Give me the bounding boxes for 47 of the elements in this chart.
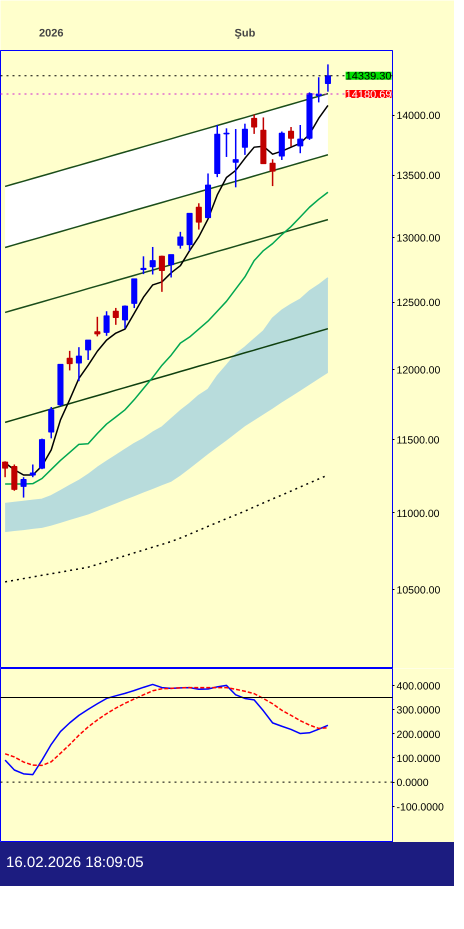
y-tick-label: 13000.00 — [396, 232, 440, 244]
candlestick — [324, 64, 331, 92]
y-tick-label: 13500.00 — [396, 170, 440, 182]
line-series — [4, 218, 329, 314]
y-tick-label: 11000.00 — [396, 508, 440, 520]
y-tick-label: 12000.00 — [396, 364, 440, 376]
candlestick — [20, 476, 27, 498]
candlestick — [112, 307, 119, 326]
y-tick-label: 300.0000 — [396, 704, 440, 717]
candlestick — [48, 406, 54, 440]
y-tick-label: 10500.00 — [396, 584, 440, 597]
candlestick — [251, 114, 258, 135]
candlestick — [66, 350, 73, 372]
candlestick — [158, 254, 165, 293]
candlestick — [150, 246, 156, 276]
candlestick — [140, 256, 146, 275]
y-tick-label: 11500.00 — [396, 434, 440, 447]
candlestick — [196, 202, 202, 230]
candlestick — [297, 124, 304, 154]
candlestick — [2, 460, 8, 478]
y-tick-label: 100.0000 — [396, 752, 440, 765]
line-series — [4, 154, 329, 248]
candlestick — [242, 122, 248, 156]
candlestick — [278, 130, 285, 161]
candlestick — [288, 126, 294, 148]
text: 16.02.2026 18:09:05 — [6, 853, 144, 873]
line-series — [4, 92, 329, 188]
y-tick-label: 12500.00 — [396, 297, 440, 310]
candlestick — [168, 254, 174, 278]
candlestick — [76, 346, 82, 382]
y-tick-label: 0.0000 — [396, 777, 429, 790]
x-tick-label: Şub — [234, 28, 256, 40]
y-tick-label: 200.0000 — [396, 728, 440, 741]
y-tick-label: -100.0000 — [396, 801, 444, 814]
x-tick-label: 2026 — [38, 28, 64, 40]
candlestick — [223, 128, 230, 158]
candlestick — [11, 464, 18, 492]
candlestick — [85, 339, 92, 361]
y-tick-label: 400.0000 — [396, 680, 440, 692]
candlestick — [177, 231, 184, 250]
candlestick — [94, 316, 100, 338]
candlestick — [270, 158, 276, 187]
candlestick — [30, 464, 36, 478]
candlestick — [122, 304, 128, 330]
candlestick — [232, 128, 239, 188]
candlestick — [104, 310, 110, 337]
y-tick-label: 14000.00 — [396, 110, 440, 122]
